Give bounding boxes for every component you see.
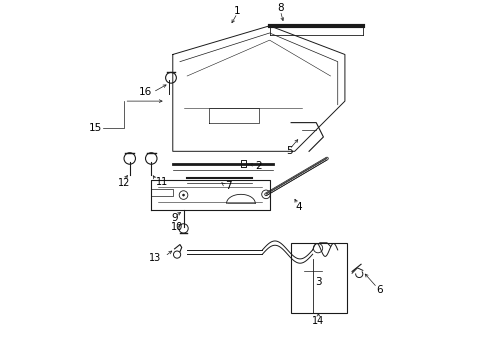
Bar [290,243,346,313]
Text: 10: 10 [171,222,183,232]
Text: 11: 11 [155,177,167,187]
Text: 7: 7 [224,181,231,191]
Text: 8: 8 [277,3,283,13]
Text: 15: 15 [89,123,102,133]
Text: 3: 3 [314,277,321,287]
Text: 1: 1 [234,6,240,17]
Text: 12: 12 [118,177,130,188]
Text: 5: 5 [285,146,292,156]
Text: 13: 13 [149,253,161,263]
Text: 4: 4 [294,202,301,212]
Circle shape [261,190,270,199]
Text: 9: 9 [171,213,178,222]
Text: 14: 14 [312,316,324,325]
Text: 2: 2 [255,161,262,171]
Text: 16: 16 [139,87,152,97]
Text: 6: 6 [376,285,383,295]
Circle shape [182,194,184,196]
